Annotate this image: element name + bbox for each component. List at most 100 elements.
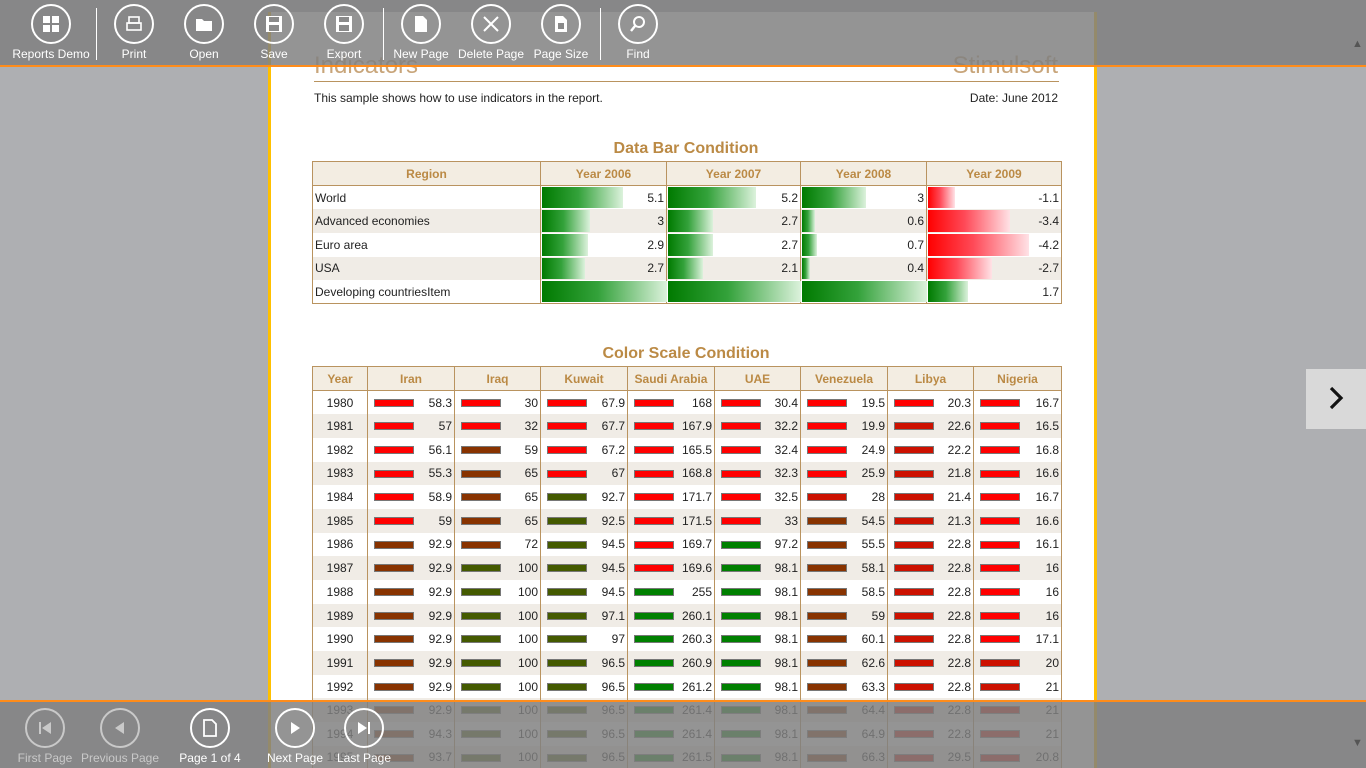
color-scale-cell: 21.8	[887, 461, 974, 486]
page-size-button[interactable]: Page Size	[521, 4, 601, 61]
color-scale-cell: 24.9	[800, 437, 888, 462]
region-cell: World	[312, 185, 541, 210]
color-scale-cell: 169.7	[627, 532, 715, 557]
column-header: Year 2009	[926, 161, 1062, 186]
cell-value: 55.3	[428, 466, 452, 481]
cell-value: 16	[1045, 584, 1059, 599]
open-button[interactable]: Open	[164, 4, 244, 61]
next-page-button[interactable]: Next Page	[250, 708, 340, 765]
color-scale-cell: 32.4	[714, 437, 801, 462]
color-indicator	[547, 564, 587, 573]
color-scale-cell: 21	[973, 674, 1062, 699]
cell-value: 16.7	[1035, 395, 1059, 410]
color-indicator	[461, 540, 501, 549]
page-indicator-button[interactable]: Page 1 of 4	[165, 708, 255, 765]
cell-value: 25.9	[861, 466, 885, 481]
color-indicator	[461, 564, 501, 573]
color-indicator	[547, 588, 587, 596]
next-page-arrow[interactable]	[1306, 369, 1366, 429]
color-indicator	[721, 516, 761, 525]
color-scale-cell: 260.3	[627, 627, 715, 652]
color-indicator	[721, 540, 761, 549]
cell-value: 98.1	[774, 608, 798, 623]
color-scale-cell: 16.7	[973, 485, 1062, 509]
color-indicator	[894, 445, 934, 454]
color-indicator	[721, 469, 761, 478]
last-page-button[interactable]: Last Page	[319, 708, 409, 765]
color-scale-cell: 165.5	[627, 437, 715, 462]
grid-icon	[31, 4, 71, 44]
color-indicator	[634, 588, 674, 596]
cell-value: 58.1	[861, 561, 885, 576]
color-scale-cell: 96.5	[540, 674, 628, 699]
color-indicator	[894, 469, 934, 478]
save-icon	[254, 4, 294, 44]
cell-value: 62.6	[861, 655, 885, 670]
cell-value: 16	[1045, 561, 1059, 576]
color-scale-cell: 92.9	[367, 556, 455, 580]
cell-value: 100	[517, 584, 538, 599]
delete-page-button[interactable]: Delete Page	[451, 4, 531, 61]
cell-value: 167.9	[681, 419, 712, 434]
cell-value: 21.8	[947, 466, 971, 481]
color-indicator	[461, 399, 501, 407]
color-indicator	[807, 493, 847, 502]
color-scale-cell: 30.4	[714, 390, 801, 415]
color-indicator	[721, 493, 761, 502]
cell-value: 0.6	[907, 214, 924, 229]
cell-value: 2.1	[781, 261, 798, 276]
color-indicator	[374, 540, 414, 549]
year-cell: 1986	[312, 532, 368, 557]
color-indicator	[807, 635, 847, 644]
data-bar-cell: 5.2	[666, 185, 801, 210]
color-indicator	[721, 399, 761, 407]
region-cell: Advanced economies	[312, 209, 541, 233]
cell-value: 22.8	[947, 561, 971, 576]
data-bar	[542, 187, 624, 209]
scroll-up-icon[interactable]: ▲	[1352, 38, 1363, 50]
color-scale-cell: 97.1	[540, 603, 628, 628]
color-scale-cell: 92.9	[367, 532, 455, 557]
column-header: Year 2006	[540, 161, 667, 186]
column-header: Saudi Arabia	[627, 366, 715, 391]
cell-value: 28	[871, 490, 885, 505]
new-page-button[interactable]: New Page	[381, 4, 461, 61]
databar-table: Region Year 2006 Year 2007 Year 2008 Year 20…	[312, 161, 1062, 305]
data-bar	[542, 257, 585, 280]
print-button[interactable]: Print	[94, 4, 174, 61]
color-indicator	[461, 635, 501, 644]
reports-demo-label: Reports Demo	[12, 47, 90, 61]
color-indicator	[807, 588, 847, 596]
cell-value: 22.8	[947, 679, 971, 694]
report-page: Indicators Stimulsoft This sample shows …	[268, 12, 1097, 768]
data-bar	[668, 210, 714, 232]
save-button[interactable]: Save	[234, 4, 314, 61]
color-scale-cell: 56.1	[367, 437, 455, 462]
color-scale-cell: 67.2	[540, 437, 628, 462]
reports-demo-button[interactable]: Reports Demo	[11, 4, 91, 61]
export-button[interactable]: Export	[304, 4, 384, 61]
cell-value: 65	[524, 490, 538, 505]
color-scale-cell: 92.7	[540, 485, 628, 509]
scroll-down-icon[interactable]: ▼	[1352, 737, 1363, 749]
year-cell: 1988	[312, 580, 368, 604]
color-scale-cell: 32.5	[714, 485, 801, 509]
cell-value: 16.5	[1035, 419, 1059, 434]
vertical-scrollbar[interactable]: ▲ ▼	[1351, 30, 1366, 760]
color-scale-cell: 98.1	[714, 627, 801, 652]
export-icon	[324, 4, 364, 44]
find-button[interactable]: Find	[598, 4, 678, 61]
first-page-button[interactable]: First Page	[0, 708, 90, 765]
table-row: Euro area 2.9 2.7 0.7 -4.2	[312, 232, 1062, 257]
color-indicator	[374, 469, 414, 478]
year-cell: 1982	[312, 437, 368, 462]
cell-value: 20.3	[947, 395, 971, 410]
previous-page-button[interactable]: Previous Page	[75, 708, 165, 765]
cell-value: 19.5	[861, 395, 885, 410]
color-indicator	[374, 493, 414, 502]
data-bar-cell	[540, 280, 667, 305]
year-cell: 1984	[312, 485, 368, 509]
cell-value: 98.1	[774, 561, 798, 576]
color-indicator	[721, 422, 761, 431]
cell-value: 67.7	[601, 419, 625, 434]
